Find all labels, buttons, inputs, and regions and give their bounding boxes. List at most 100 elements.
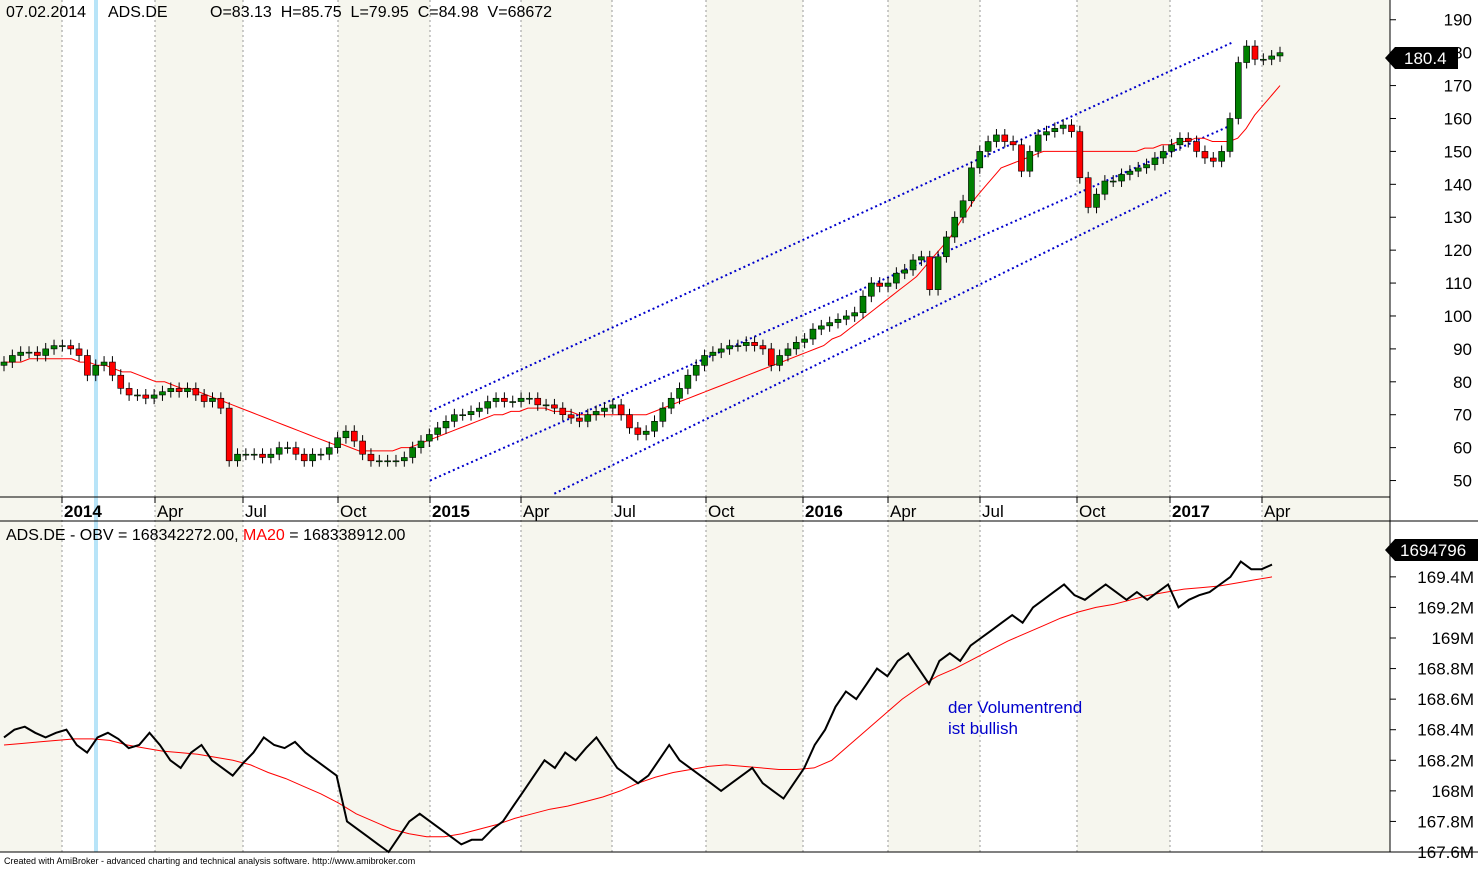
candle-body-13 [109, 361, 116, 376]
candle-body-100 [834, 318, 842, 323]
candle-body-64 [534, 397, 542, 406]
obv-pane[interactable] [3, 560, 1273, 854]
candle-body-125 [1043, 131, 1050, 136]
price-tick-label-6: 110 [1445, 274, 1472, 293]
candle-body-40 [334, 437, 341, 448]
candle-body-81 [676, 388, 683, 399]
candle-body-87 [726, 345, 733, 350]
band-1 [62, 0, 155, 852]
obv-line [3, 560, 1273, 854]
band-0 [0, 0, 62, 852]
candle-body-37 [309, 453, 316, 462]
candle-body-74 [617, 404, 625, 416]
candle-body-133 [1109, 180, 1117, 183]
candle-body-79 [659, 407, 667, 422]
candle-body-43 [359, 440, 366, 455]
candle-body-19 [159, 391, 166, 396]
channel-line-0 [429, 41, 1233, 413]
candle-body-61 [509, 401, 517, 403]
candle-body-68 [567, 414, 575, 419]
candle-body-123 [1026, 151, 1034, 172]
candle-body-78 [651, 420, 658, 432]
x-tick-label-1: Apr [157, 502, 184, 521]
candle-body-22 [184, 388, 191, 392]
obv-tick-label-2: 168M [1431, 782, 1474, 801]
candle-body-142 [1184, 137, 1192, 142]
footer-credit: Created with AmiBroker - advanced charti… [4, 856, 415, 866]
candle-body-80 [667, 397, 675, 409]
annotation-line-2: ist bullish [948, 719, 1018, 738]
candle-body-114 [951, 216, 959, 238]
candle-body-82 [684, 374, 692, 389]
candle-body-49 [409, 447, 416, 458]
candle-body-136 [1134, 167, 1142, 172]
candle-body-4 [34, 351, 41, 356]
obv-tick-label-5: 168.6M [1417, 690, 1474, 709]
candle-body-65 [542, 404, 550, 407]
cursor-line[interactable] [94, 0, 98, 852]
candle-body-152 [1268, 55, 1275, 60]
candle-body-16 [134, 394, 141, 397]
candle-body-29 [242, 453, 250, 456]
candle-body-103 [859, 295, 867, 313]
channel-line-1 [429, 124, 1233, 482]
candle-body-41 [342, 430, 350, 439]
candle-body-67 [559, 407, 567, 416]
candle-body-146 [1218, 151, 1225, 162]
price-tick-label-14: 190 [1444, 11, 1472, 30]
candle-body-144 [1201, 151, 1209, 159]
band-7 [612, 0, 706, 852]
candle-body-28 [234, 453, 241, 462]
candle-body-36 [300, 453, 308, 462]
x-tick-label-11: Oct [1079, 502, 1106, 521]
candle-body-10 [84, 355, 91, 376]
obv-tick-label-7: 169M [1431, 629, 1474, 648]
candle-body-104 [868, 282, 875, 297]
candle-body-139 [1159, 151, 1167, 159]
obv-tick-label-4: 168.4M [1417, 721, 1474, 740]
candle-body-108 [901, 269, 909, 274]
candle-body-119 [993, 134, 1000, 142]
obv-tick-label-8: 169.2M [1417, 598, 1474, 617]
candle-body-149 [1243, 45, 1250, 63]
candle-body-34 [284, 447, 291, 449]
candle-body-135 [1126, 170, 1134, 175]
candle-body-138 [1151, 157, 1159, 165]
band-13 [1170, 0, 1262, 852]
candle-body-131 [1093, 193, 1100, 208]
candle-body-72 [601, 407, 608, 412]
candle-body-11 [92, 365, 100, 376]
obv-tick-label-6: 168.8M [1417, 660, 1474, 679]
band-14 [1262, 0, 1390, 852]
trend-channels [429, 41, 1233, 495]
candle-body-147 [1226, 118, 1234, 152]
candle-body-129 [1076, 131, 1084, 179]
candle-body-91 [759, 345, 767, 350]
obv-tick-label-9: 169.4M [1417, 568, 1474, 587]
obv-badge-text: 1694796 [1400, 541, 1466, 560]
price-tick-label-4: 90 [1453, 340, 1472, 359]
price-tick-label-1: 60 [1453, 439, 1472, 458]
candle-body-39 [325, 447, 333, 455]
candle-body-27 [225, 407, 233, 462]
background-bands [0, 0, 1390, 852]
candle-body-132 [1101, 180, 1109, 195]
time-x-axis: 2014 Apr Jul Oct 2015 Apr Jul Oct 2016 Apr Jul Oct 2… [61, 497, 1291, 521]
candle-body-102 [851, 312, 858, 317]
band-6 [521, 0, 612, 852]
x-tick-label-0: 2014 [64, 502, 102, 521]
candle-body-99 [826, 322, 833, 327]
band-9 [803, 0, 888, 852]
candle-body-0 [0, 361, 8, 366]
candle-body-143 [1193, 141, 1200, 152]
band-12 [1077, 0, 1170, 852]
candle-body-51 [426, 434, 433, 442]
obv-header-ma-value: = 168338912.00 [285, 527, 406, 544]
price-pane[interactable] [0, 40, 1284, 495]
candle-body-90 [751, 342, 758, 346]
candle-body-117 [976, 151, 984, 169]
candle-body-73 [609, 404, 617, 409]
candle-body-20 [167, 388, 175, 392]
candle-body-5 [42, 348, 49, 356]
candle-body-76 [634, 427, 642, 435]
